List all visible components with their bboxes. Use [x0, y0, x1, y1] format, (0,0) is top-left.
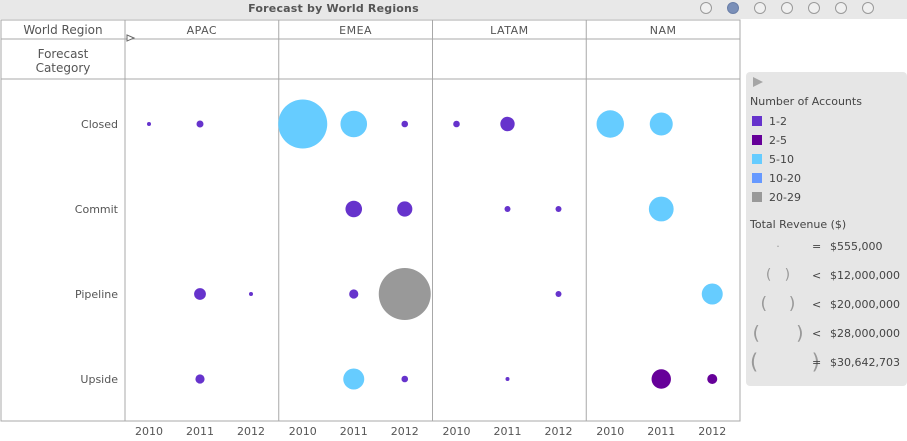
- legend-accounts-title: Number of Accounts: [750, 95, 862, 108]
- data-bubble: [651, 369, 671, 389]
- chart-title: Forecast by World Regions: [248, 2, 419, 15]
- legend-value: $12,000,000: [830, 269, 900, 282]
- legend-value: $20,000,000: [830, 298, 900, 311]
- size-symbol-icon: ( ): [750, 349, 820, 374]
- y-category-label: Upside: [80, 373, 118, 386]
- legend-value: $555,000: [830, 240, 883, 253]
- page-dot-6[interactable]: [835, 2, 847, 14]
- data-bubble: [401, 375, 409, 383]
- legend-revenue-title: Total Revenue ($): [750, 218, 847, 231]
- x-tick-label: 2012: [237, 425, 265, 438]
- region-header: NAM: [650, 24, 677, 37]
- data-bubble: [196, 120, 204, 128]
- legend-label: 10-20: [769, 172, 801, 185]
- data-bubble: [340, 110, 368, 138]
- x-tick-label: 2010: [135, 425, 163, 438]
- legend-operator: =: [812, 240, 822, 253]
- y-category-label: Closed: [81, 118, 118, 131]
- title-bar: Forecast by World Regions: [0, 0, 907, 19]
- legend-item-revenue: ( ) < $12,000,000: [746, 267, 907, 284]
- page-dot-1[interactable]: [700, 2, 712, 14]
- x-tick-label: 2011: [647, 425, 675, 438]
- page-dot-5[interactable]: [808, 2, 820, 14]
- legend-label: 1-2: [769, 115, 787, 128]
- legend-label: 2-5: [769, 134, 787, 147]
- data-bubble: [343, 368, 365, 390]
- x-tick-label: 2012: [391, 425, 419, 438]
- data-bubble: [194, 288, 206, 300]
- size-symbol-icon: ( ): [765, 267, 791, 284]
- size-symbol-icon: ( ): [752, 322, 804, 345]
- region-header: LATAM: [490, 24, 528, 37]
- data-bubble: [649, 112, 673, 136]
- x-tick-label: 2010: [289, 425, 317, 438]
- legend-swatch: [752, 173, 762, 183]
- data-bubble: [401, 120, 409, 128]
- legend-swatch: [752, 192, 762, 202]
- data-bubble: [500, 116, 515, 132]
- data-bubble: [596, 110, 624, 138]
- legend-swatch: [752, 135, 762, 145]
- data-bubble: [648, 196, 674, 222]
- legend-collapse-icon[interactable]: [753, 77, 763, 87]
- legend-swatch: [752, 154, 762, 164]
- size-symbol-icon: ·: [776, 240, 780, 254]
- legend-item-revenue: ( ) < $28,000,000: [746, 322, 907, 344]
- legend-item-revenue: ( ) = $30,642,703: [746, 350, 907, 374]
- page-dot-2[interactable]: [727, 2, 739, 14]
- data-bubble: [453, 120, 460, 128]
- legend-item-revenue: ( ) < $20,000,000: [746, 294, 907, 315]
- x-tick-label: 2012: [545, 425, 573, 438]
- x-tick-label: 2011: [494, 425, 522, 438]
- data-bubble: [555, 291, 562, 297]
- world-region-label: World Region: [23, 23, 102, 37]
- data-bubble: [349, 289, 359, 299]
- region-header: EMEA: [339, 24, 372, 37]
- data-bubble: [249, 292, 253, 296]
- legend-label: 5-10: [769, 153, 794, 166]
- data-bubble: [505, 377, 510, 381]
- legend-operator: <: [812, 327, 822, 340]
- legend-value: $30,642,703: [830, 356, 900, 369]
- legend-operator: <: [812, 298, 822, 311]
- page-dot-3[interactable]: [754, 2, 766, 14]
- data-bubble: [397, 201, 413, 217]
- legend-operator: <: [812, 269, 822, 282]
- forecast-category-label: Category: [36, 61, 91, 75]
- data-bubble: [504, 206, 511, 212]
- page-dot-4[interactable]: [781, 2, 793, 14]
- legend-panel: Number of Accounts 1-2 2-5 5-10 10-20 20-29 …: [746, 72, 907, 386]
- page-dot-7[interactable]: [862, 2, 874, 14]
- data-bubble: [707, 374, 718, 384]
- y-category-label: Pipeline: [75, 288, 118, 301]
- x-tick-label: 2011: [340, 425, 368, 438]
- plot-frame: [0, 19, 741, 422]
- data-bubble: [378, 268, 431, 320]
- forecast-category-label: Forecast: [38, 47, 89, 61]
- x-tick-label: 2010: [596, 425, 624, 438]
- sort-indicator-icon: [126, 34, 136, 42]
- data-bubble: [195, 374, 205, 384]
- region-header: APAC: [187, 24, 217, 37]
- legend-item-revenue: · = $555,000: [746, 239, 907, 255]
- size-symbol-icon: ( ): [760, 294, 796, 315]
- data-bubble: [555, 206, 562, 212]
- data-bubble: [278, 99, 328, 149]
- legend-operator: =: [812, 356, 822, 369]
- y-category-label: Commit: [75, 203, 119, 216]
- x-tick-label: 2010: [443, 425, 471, 438]
- data-bubble: [147, 122, 151, 126]
- legend-label: 20-29: [769, 191, 801, 204]
- legend-swatch: [752, 116, 762, 126]
- x-tick-label: 2012: [698, 425, 726, 438]
- legend-value: $28,000,000: [830, 327, 900, 340]
- data-bubble: [701, 283, 723, 305]
- data-bubble: [345, 200, 363, 218]
- x-tick-label: 2011: [186, 425, 214, 438]
